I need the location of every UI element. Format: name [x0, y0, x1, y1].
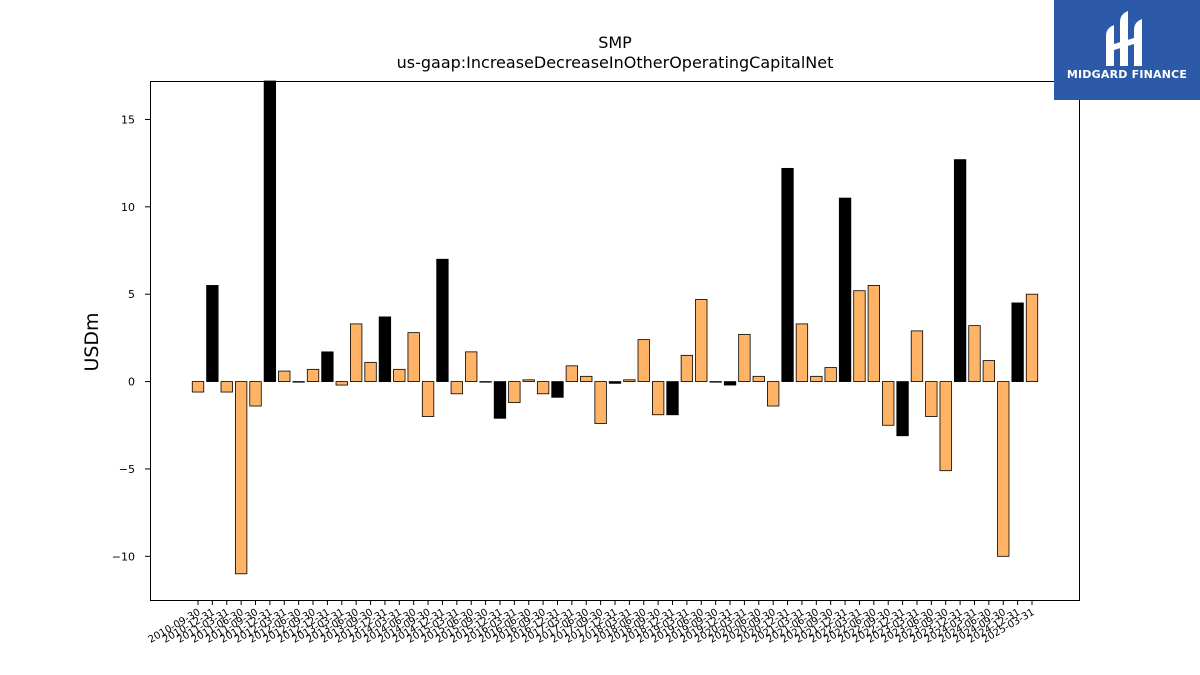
bar-2016-12-31	[551, 381, 564, 398]
bar-2018-12-31	[666, 381, 679, 416]
chart-title: SMP	[598, 33, 632, 52]
bar-2024-06-30	[982, 360, 996, 382]
bar-2018-09-30	[651, 381, 665, 416]
bars-group	[191, 80, 1039, 575]
bar-2015-09-30	[479, 381, 492, 383]
midgard-logo-mark-icon	[1106, 11, 1142, 66]
bar-2019-06-30	[695, 299, 708, 382]
bar-2019-03-31	[680, 354, 694, 382]
bar-2011-09-30	[249, 381, 262, 407]
bar-2023-12-31	[953, 159, 967, 382]
y-tick-label: 0	[128, 376, 135, 389]
y-tick-label: −10	[112, 550, 135, 563]
bar-2017-03-31	[565, 365, 579, 382]
bar-2019-12-31	[723, 381, 737, 386]
bar-2015-06-30	[465, 351, 478, 382]
bar-2010-12-31	[206, 285, 219, 382]
bar-2023-06-30	[925, 381, 938, 417]
midgard-finance-logo: MIDGARD FINANCE	[1054, 0, 1200, 100]
bar-2015-12-31	[493, 381, 507, 419]
bar-2012-09-30	[306, 368, 320, 382]
logo-text: MIDGARD FINANCE	[1066, 68, 1188, 81]
bar-2013-12-31	[378, 316, 392, 382]
bar-2013-09-30	[364, 361, 377, 382]
bar-2020-06-30	[752, 375, 765, 382]
bar-2022-09-30	[882, 381, 895, 426]
bar-2022-03-31	[853, 290, 866, 382]
bar-2012-06-30	[292, 381, 305, 383]
bar-2016-09-30	[536, 381, 550, 395]
bar-2014-12-31	[436, 258, 449, 382]
bar-2012-12-31	[321, 351, 334, 382]
bar-2012-03-31	[278, 370, 291, 382]
bar-2025-03-31	[1025, 293, 1039, 382]
bar-2018-06-30	[637, 339, 650, 382]
bar-2015-03-31	[450, 381, 463, 395]
bar-2011-03-31	[220, 381, 233, 393]
bar-2014-06-30	[407, 332, 420, 382]
bar-2020-12-31	[781, 167, 794, 382]
bar-2017-09-30	[594, 381, 607, 424]
bar-2021-06-30	[810, 375, 823, 382]
bar-2013-03-31	[335, 381, 348, 386]
bar-2020-09-30	[767, 381, 780, 407]
plot-frame	[150, 81, 1080, 601]
bar-2024-03-31	[968, 325, 981, 382]
bar-2024-09-30	[997, 381, 1010, 557]
y-tick-label: 10	[121, 201, 135, 214]
y-axis-ticks: −10 −5 0 5 10 15	[112, 113, 150, 563]
bar-2011-12-31	[263, 80, 277, 382]
chart-subtitle: us-gaap:IncreaseDecreaseInOtherOperating…	[397, 53, 834, 72]
bar-2017-12-31	[608, 381, 622, 384]
y-tick-label: 5	[128, 288, 135, 301]
bar-2022-06-30	[867, 285, 880, 382]
bar-2023-03-31	[910, 330, 924, 382]
y-tick-label: −5	[119, 463, 135, 476]
y-axis-label: USDm	[81, 312, 103, 371]
x-axis-ticks: 2010-09-302010-12-312011-03-312011-06-30…	[147, 600, 1037, 646]
bar-2011-06-30	[234, 381, 248, 575]
bar-2016-03-31	[508, 381, 521, 403]
bar-2018-03-31	[623, 379, 636, 382]
bar-2014-09-30	[421, 381, 435, 417]
bar-2022-12-31	[896, 381, 909, 437]
bar-2021-12-31	[838, 197, 852, 382]
bar-2021-03-31	[795, 323, 809, 382]
bar-2010-09-30	[191, 381, 205, 393]
y-tick-label: 15	[121, 113, 135, 126]
bar-2017-06-30	[580, 375, 593, 382]
bar-2024-12-31	[1011, 302, 1024, 382]
bar-2013-06-30	[350, 323, 363, 382]
bar-2020-03-31	[738, 333, 751, 382]
bar-2014-03-31	[393, 368, 406, 382]
bar-2023-09-30	[939, 381, 952, 472]
bar-2021-09-30	[824, 367, 837, 382]
bar-2019-09-30	[709, 381, 722, 383]
bar-2016-06-30	[522, 379, 535, 382]
